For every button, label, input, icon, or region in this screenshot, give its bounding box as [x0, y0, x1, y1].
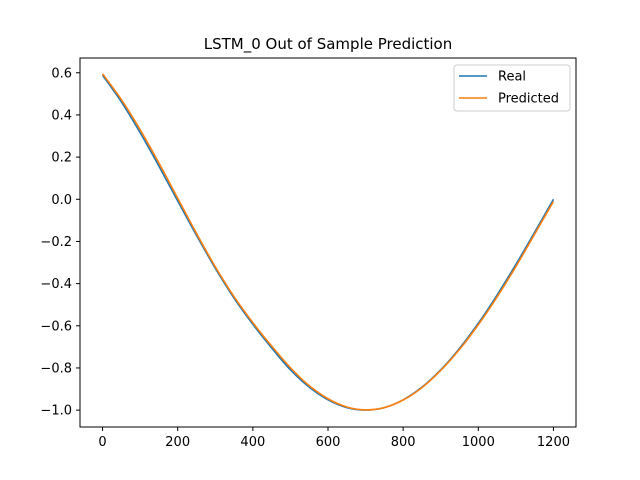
- legend-label-real: Real: [498, 70, 526, 85]
- chart-title: LSTM_0 Out of Sample Prediction: [204, 35, 453, 54]
- y-tick-label: 0.2: [51, 151, 72, 166]
- y-tick-label: −0.8: [40, 361, 72, 376]
- series-line-predicted: [101, 73, 555, 411]
- x-tick-label: 1200: [537, 435, 570, 450]
- y-tick-label: −0.2: [40, 235, 72, 250]
- y-tick-label: −0.4: [40, 277, 72, 292]
- plot-area: [80, 58, 576, 427]
- series-line-real: [101, 74, 555, 411]
- x-tick-label: 400: [240, 435, 265, 450]
- y-axis: −1.0 −0.8 −0.6 −0.4 −0.2 0.0 0.2 0.4 0.6: [40, 66, 80, 419]
- plot-frame: [79, 57, 577, 428]
- x-tick-label: 800: [391, 435, 416, 450]
- x-axis: 0 200 400 600 800 1000 1200: [98, 427, 570, 450]
- legend: Real Predicted: [453, 64, 571, 112]
- x-tick-label: 600: [316, 435, 341, 450]
- x-tick-label: 1000: [462, 435, 495, 450]
- x-tick-label: 0: [98, 435, 106, 450]
- legend-label-predicted: Predicted: [498, 92, 559, 107]
- y-tick-label: 0.6: [51, 66, 72, 81]
- series-layer: [101, 73, 555, 411]
- y-tick-label: −1.0: [40, 404, 72, 419]
- y-tick-label: 0.0: [51, 193, 72, 208]
- y-tick-label: 0.4: [51, 108, 72, 123]
- y-tick-label: −0.6: [40, 319, 72, 334]
- x-tick-label: 200: [165, 435, 190, 450]
